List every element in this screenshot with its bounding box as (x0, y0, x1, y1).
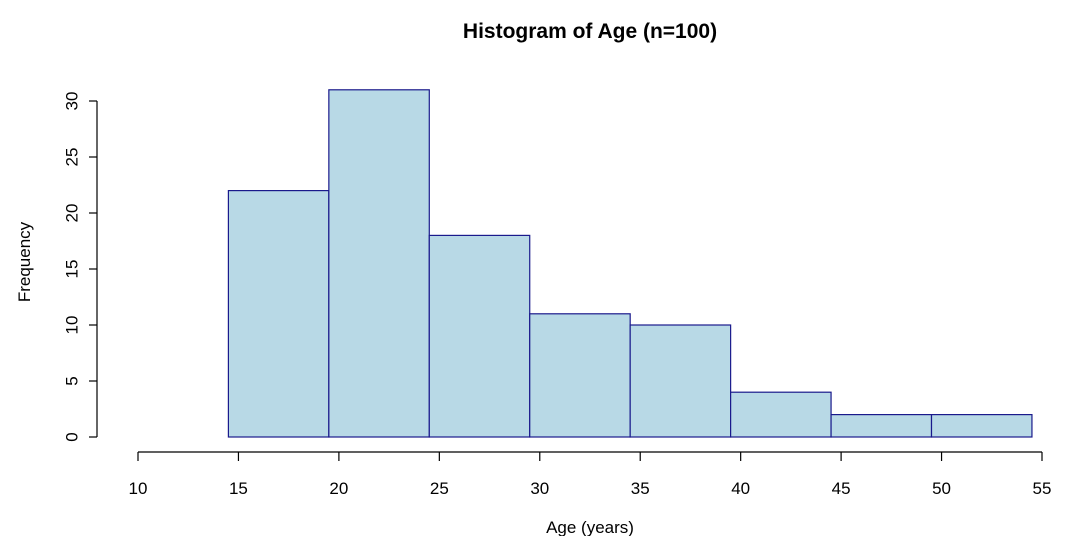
x-tick-label-40: 40 (731, 479, 750, 498)
x-tick-label-30: 30 (530, 479, 549, 498)
x-axis: 10 15 20 25 30 35 40 45 50 55 (129, 451, 1052, 498)
bars-layer (227, 89, 1033, 438)
x-tick-label-55: 55 (1033, 479, 1052, 498)
chart-title: Histogram of Age (n=100) (463, 20, 717, 43)
x-tick-label-35: 35 (631, 479, 650, 498)
x-tick-label-15: 15 (229, 479, 248, 498)
y-axis: 0 5 10 15 20 25 30 (62, 92, 98, 442)
histogram-bar-5 (629, 324, 732, 438)
y-tick-label-30: 30 (62, 92, 81, 111)
y-tick-label-20: 20 (62, 204, 81, 223)
y-tick-label-25: 25 (62, 148, 81, 167)
y-tick-label-0: 0 (62, 432, 81, 441)
histogram-bar-6 (730, 391, 832, 438)
histogram-bar-8 (930, 414, 1033, 438)
x-tick-label-50: 50 (932, 479, 951, 498)
x-axis-label: Age (years) (546, 518, 634, 536)
histogram-bar-1 (227, 190, 330, 438)
x-tick-label-20: 20 (329, 479, 348, 498)
histogram-bar-7 (830, 414, 933, 438)
y-tick-label-10: 10 (62, 316, 81, 335)
histogram-bar-3 (428, 234, 531, 438)
histogram-bar-2 (328, 89, 430, 438)
x-tick-label-45: 45 (832, 479, 851, 498)
y-axis-label: Frequency (15, 221, 34, 302)
x-tick-label-10: 10 (129, 479, 148, 498)
x-tick-label-25: 25 (430, 479, 449, 498)
histogram-bar-4 (529, 313, 631, 438)
y-tick-label-5: 5 (62, 376, 81, 385)
y-tick-label-15: 15 (62, 260, 81, 279)
